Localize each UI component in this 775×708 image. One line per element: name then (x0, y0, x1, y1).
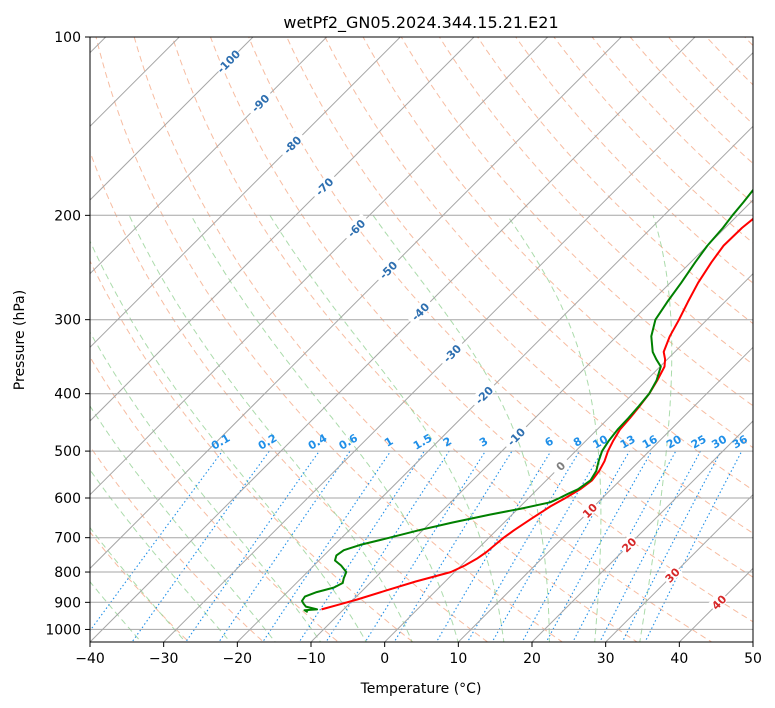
x-tick-label: −20 (223, 651, 253, 667)
warm-label-bg (617, 533, 639, 555)
x-tick-label: −30 (149, 651, 179, 667)
series-group (301, 188, 753, 614)
x-tick-label: −40 (75, 651, 105, 667)
y-tick-label: 700 (54, 531, 81, 547)
gridlines (90, 37, 753, 642)
isotherm-line (457, 346, 753, 642)
dry-adiabat (171, 37, 713, 642)
dry-adiabat (90, 445, 265, 642)
dry-adiabat (248, 37, 753, 578)
x-axis: −40 −30 −20 −10 0 10 20 30 40 50 (75, 642, 762, 667)
moist-adiabat (90, 526, 187, 642)
y-tick-label: 500 (54, 444, 81, 460)
y-axis-label: Pressure (hPa) (12, 290, 28, 390)
moist-adiabat (90, 240, 367, 642)
x-tick-label: 40 (670, 651, 688, 667)
x-tick-label: 10 (449, 651, 467, 667)
isotherm-label-bg (309, 171, 338, 201)
isotherm-line (383, 272, 753, 642)
moist-adiabat (90, 405, 276, 642)
isotherm-label-bg (437, 338, 466, 367)
isotherm-label-bg (277, 130, 306, 159)
x-tick-label: 0 (380, 651, 389, 667)
x-tick-label: −10 (296, 651, 326, 667)
isotherm-label-bg (469, 380, 498, 409)
isotherm-line (90, 37, 623, 570)
isotherm-line (162, 51, 753, 642)
y-axis: 1000 900 800 700 600 500 400 300 200 100 (45, 30, 90, 638)
y-tick-label: 200 (54, 208, 81, 224)
moist-adiabat (90, 580, 142, 642)
dry-adiabat (95, 37, 564, 642)
x-tick-label: 50 (744, 651, 762, 667)
isotherm-line (90, 37, 402, 349)
isotherm-label-bg (213, 46, 242, 75)
dry-adiabat (477, 37, 753, 325)
isotherm-line (90, 37, 254, 201)
isotherm-line (90, 37, 696, 642)
isotherm-label-bg (501, 421, 530, 451)
y-tick-label: 300 (54, 313, 81, 329)
isotherm-label-bg (245, 88, 274, 117)
warm-label-bg (707, 590, 729, 613)
dry-adiabat (209, 37, 753, 623)
isotherm-line (90, 37, 475, 422)
x-tick-label: 20 (523, 651, 541, 667)
warm-label-bg (578, 499, 600, 521)
y-tick-label: 100 (54, 30, 81, 46)
isotherm-line (90, 37, 549, 496)
isotherm-line (604, 493, 753, 642)
dry-adiabat (90, 531, 190, 642)
moist-adiabat (128, 215, 413, 642)
y-tick-label: 400 (54, 387, 81, 403)
dry-adiabat (133, 37, 638, 642)
warm-label-bg (549, 454, 571, 476)
isotherm-label-bg (373, 255, 402, 284)
dry-adiabat (90, 356, 340, 642)
y-tick-label: 600 (54, 491, 81, 507)
dry-adiabat (286, 37, 753, 534)
dewpoint-profile-line (301, 188, 753, 614)
chart-title: wetPf2_GN05.2024.344.15.21.E21 (283, 13, 558, 33)
plot-frame (89, 36, 754, 643)
warm-label-bg (661, 563, 683, 586)
y-tick-label: 1000 (45, 622, 81, 638)
y-tick-label: 900 (54, 595, 81, 611)
dry-adiabat (90, 259, 414, 642)
y-tick-label: 800 (54, 565, 81, 581)
isotherm-line (90, 37, 328, 275)
x-tick-label: 30 (597, 651, 615, 667)
x-axis-label: Temperature (°C) (360, 681, 482, 697)
isotherm-line (236, 125, 753, 642)
dry-adiabat (400, 37, 753, 407)
isotherm-label-bg (405, 296, 434, 326)
isotherm-label-bg (341, 213, 370, 242)
moist-adiabat (90, 331, 322, 642)
dry-adiabat (438, 37, 753, 366)
isotherm-line (310, 199, 753, 642)
